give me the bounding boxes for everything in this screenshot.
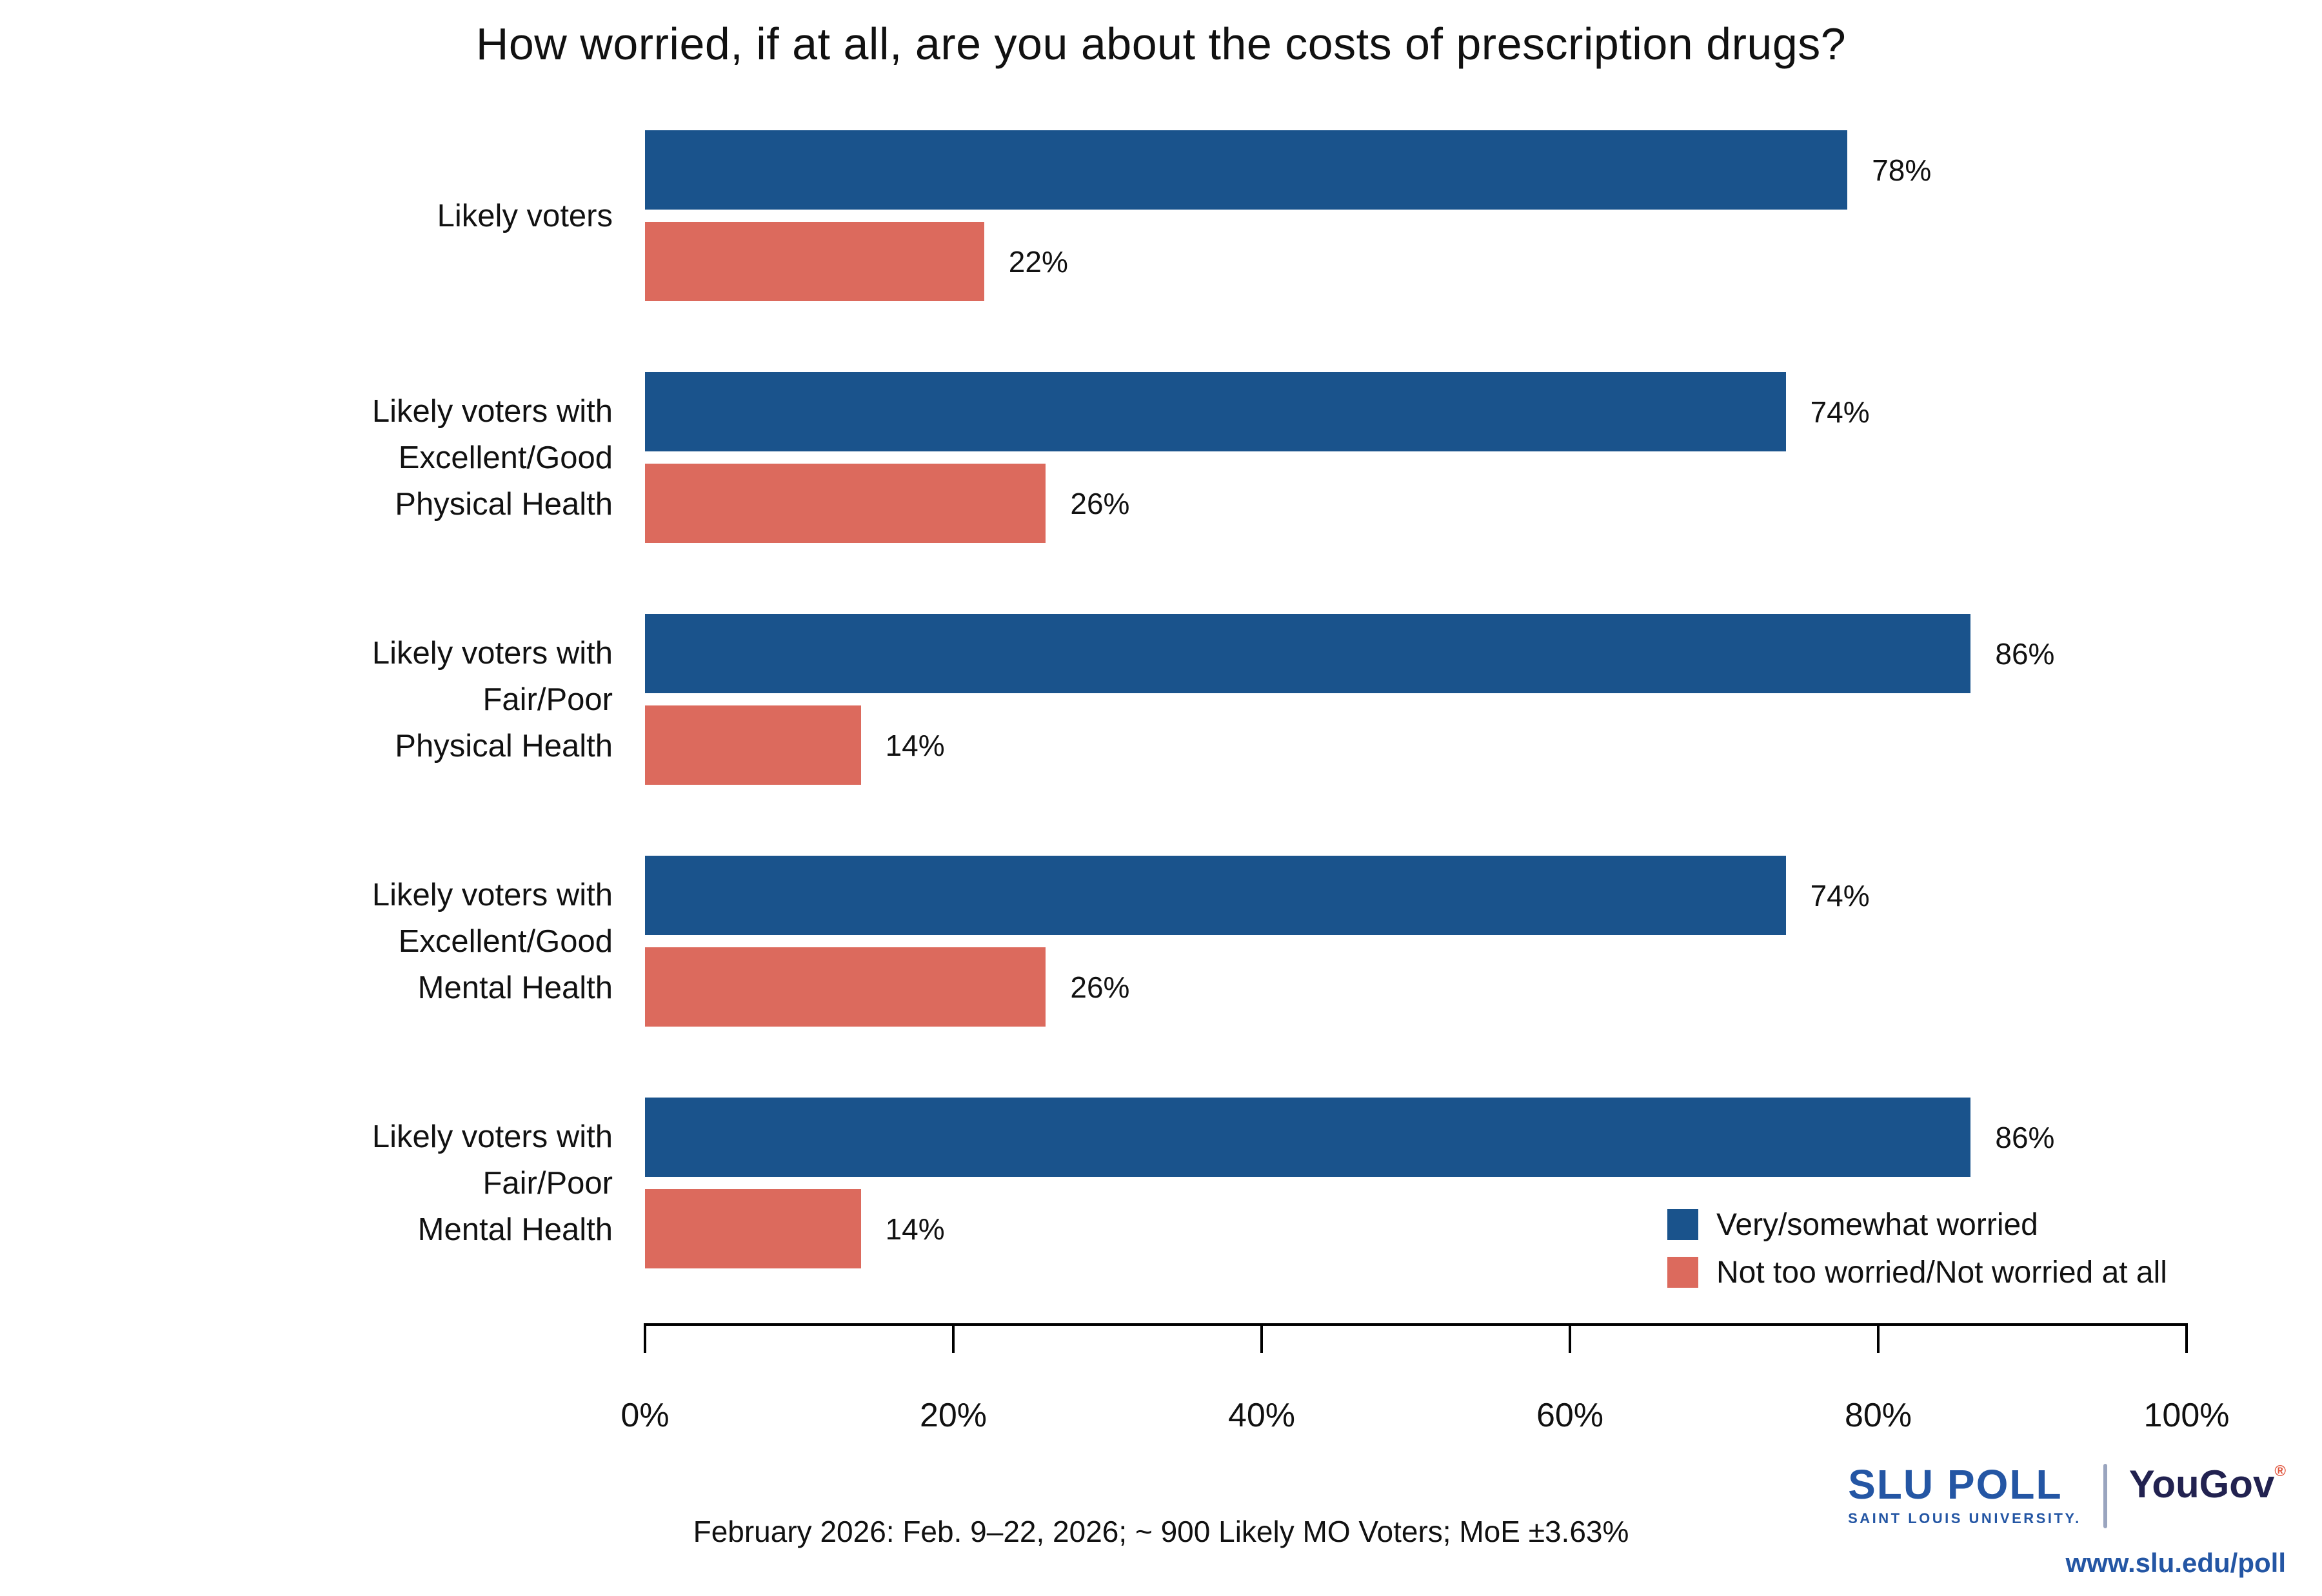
bar-very-worried: [645, 372, 1786, 451]
legend-swatch-worried: [1667, 1209, 1698, 1240]
bar-not-worried: [645, 705, 861, 785]
bar-not-worried: [645, 1189, 861, 1268]
bar-not-worried: [645, 464, 1046, 543]
yougov-logo: YouGov®: [2129, 1464, 2286, 1505]
category-label: Likely voters with Fair/Poor Physical Heal…: [372, 635, 613, 764]
x-axis-line: [645, 1323, 2187, 1326]
bar-value-label: 26%: [1070, 970, 1130, 1004]
bar-value-label: 14%: [885, 1212, 945, 1246]
slu-poll-subtitle: SAINT LOUIS UNIVERSITY.: [1848, 1510, 2081, 1526]
bar-value-label: 74%: [1810, 878, 1870, 912]
x-axis-tick-label: 0%: [620, 1397, 670, 1434]
bar-very-worried: [645, 856, 1786, 935]
x-axis-tick-label: 80%: [1844, 1397, 1912, 1434]
bar-value-label: 22%: [1008, 244, 1068, 279]
legend-label-not-worried: Not too worried/Not worried at all: [1716, 1255, 2167, 1290]
legend-label-worried: Very/somewhat worried: [1716, 1207, 2038, 1242]
bar-value-label: 86%: [1995, 1120, 2055, 1154]
x-axis-tick: [1877, 1323, 1880, 1353]
x-axis-tick: [1569, 1323, 1571, 1353]
x-axis-tick-label: 60%: [1536, 1397, 1604, 1434]
bar-very-worried: [645, 614, 1971, 693]
bar-value-label: 14%: [885, 728, 945, 762]
x-axis-tick-label: 20%: [919, 1397, 987, 1434]
bar-value-label: 74%: [1810, 395, 1870, 429]
x-axis-tick: [644, 1323, 646, 1353]
chart-title: How worried, if at all, are you about th…: [475, 19, 1847, 69]
x-axis-tick: [952, 1323, 955, 1353]
legend-item-worried: Very/somewhat worried: [1667, 1201, 2167, 1248]
bar-value-label: 26%: [1070, 486, 1130, 520]
bar-very-worried: [645, 130, 1848, 210]
bar-not-worried: [645, 947, 1046, 1027]
legend-item-not-worried: Not too worried/Not worried at all: [1667, 1248, 2167, 1296]
x-axis-tick-label: 100%: [2143, 1397, 2230, 1434]
bar-value-label: 86%: [1995, 636, 2055, 671]
category-label: Likely voters: [437, 198, 613, 233]
legend-swatch-not-worried: [1667, 1257, 1698, 1288]
bar-value-label: 78%: [1872, 153, 1932, 187]
category-label: Likely voters with Excellent/Good Mental H…: [372, 877, 613, 1005]
x-axis-tick: [2185, 1323, 2188, 1353]
footer-note: February 2026: Feb. 9–22, 2026; ~ 900 Li…: [693, 1515, 1629, 1548]
branding: SLU POLL SAINT LOUIS UNIVERSITY. YouGov®: [1848, 1464, 2286, 1528]
slu-poll-logo: SLU POLL SAINT LOUIS UNIVERSITY.: [1848, 1464, 2081, 1527]
bar-very-worried: [645, 1098, 1971, 1177]
registered-mark: ®: [2274, 1463, 2286, 1480]
yougov-wordmark: YouGov: [2128, 1463, 2275, 1506]
x-axis-tick: [1260, 1323, 1263, 1353]
category-label: Likely voters with Excellent/Good Physical…: [372, 393, 613, 522]
legend: Very/somewhat worried Not too worried/No…: [1667, 1201, 2167, 1296]
slu-poll-wordmark: SLU POLL: [1848, 1461, 2063, 1508]
x-axis-tick-label: 40%: [1227, 1397, 1296, 1434]
brand-divider: [2103, 1464, 2107, 1528]
category-label: Likely voters with Fair/Poor Mental Health: [372, 1119, 613, 1247]
slu-poll-url: www.slu.edu/poll: [2065, 1548, 2286, 1578]
bar-not-worried: [645, 222, 984, 301]
